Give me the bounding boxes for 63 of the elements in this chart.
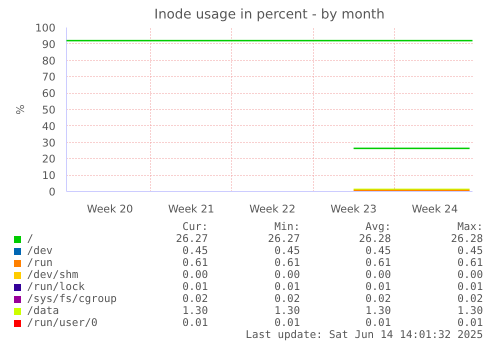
y-tick-label: 40 bbox=[42, 120, 56, 133]
text: 0.01 bbox=[274, 280, 300, 293]
text: 0.00 bbox=[457, 268, 483, 281]
x-tick-label: Week 23 bbox=[330, 202, 377, 216]
text: 26.28 bbox=[358, 232, 391, 245]
text: 26.27 bbox=[268, 232, 300, 245]
text: 0.02 bbox=[182, 292, 208, 305]
text: 0.61 bbox=[182, 256, 208, 269]
text: Last update: Sat Jun 14 14:01:32 2025 bbox=[246, 328, 483, 341]
text: 0.01 bbox=[182, 280, 208, 293]
y-tick-label: 0 bbox=[48, 186, 56, 198]
text: 1.30 bbox=[457, 304, 483, 317]
text: Min: bbox=[274, 220, 300, 233]
legend-label: / bbox=[27, 232, 34, 245]
y-tick-label: 100 bbox=[35, 22, 56, 34]
text: 0.45 bbox=[274, 244, 300, 257]
legend-label: /run/user/0 bbox=[27, 316, 98, 329]
chart-title: Inode usage in percent - by month bbox=[154, 8, 385, 22]
text: 0.45 bbox=[365, 244, 391, 257]
legend-label: /sys/fs/cgroup bbox=[27, 292, 117, 305]
text: 0.61 bbox=[274, 256, 300, 269]
text: 0.01 bbox=[365, 280, 391, 293]
text: 0.61 bbox=[457, 256, 483, 269]
x-tick-label: Week 21 bbox=[168, 202, 214, 216]
y-tick-label: 60 bbox=[42, 87, 56, 100]
y-tick-label: 90 bbox=[42, 38, 56, 51]
text: 1.30 bbox=[365, 304, 391, 317]
text: 0.45 bbox=[182, 244, 208, 257]
text: 0.01 bbox=[457, 280, 483, 293]
y-axis-title: % bbox=[14, 104, 28, 115]
text: 26.27 bbox=[176, 232, 208, 245]
y-tick-label: 30 bbox=[42, 136, 56, 150]
text: 0.00 bbox=[365, 268, 391, 281]
text: Max: bbox=[457, 220, 483, 233]
legend-label: /run/lock bbox=[27, 280, 85, 293]
text: Avg: bbox=[365, 220, 391, 233]
x-tick-label: Week 22 bbox=[249, 202, 296, 216]
text: 0.02 bbox=[274, 292, 300, 305]
text: 0.00 bbox=[182, 268, 208, 281]
text: 1.30 bbox=[182, 304, 208, 317]
legend-label: /dev/shm bbox=[27, 268, 78, 281]
y-tick-label: 50 bbox=[42, 104, 56, 116]
text: 0.01 bbox=[182, 316, 208, 329]
text: 1.30 bbox=[274, 304, 300, 317]
text: 0.01 bbox=[457, 316, 483, 329]
text: 26.28 bbox=[450, 232, 483, 245]
text: 0.01 bbox=[365, 316, 391, 329]
y-tick-label: 70 bbox=[42, 70, 56, 84]
text: 0.61 bbox=[365, 256, 391, 269]
text: 0.02 bbox=[365, 292, 391, 305]
x-tick-label: Week 24 bbox=[412, 202, 458, 216]
y-tick-label: 20 bbox=[42, 152, 56, 166]
text: 0.00 bbox=[274, 268, 300, 281]
y-tick-label: 10 bbox=[42, 169, 56, 182]
legend-label: /data bbox=[27, 304, 60, 317]
legend-label: /run bbox=[27, 256, 53, 269]
text: 0.01 bbox=[274, 316, 300, 329]
text: Cur: bbox=[182, 220, 208, 233]
y-tick-label: 80 bbox=[42, 54, 56, 68]
text: 0.45 bbox=[457, 244, 483, 257]
legend-label: /dev bbox=[27, 244, 53, 257]
text: 0.02 bbox=[457, 292, 483, 305]
x-tick-label: Week 20 bbox=[86, 202, 134, 216]
